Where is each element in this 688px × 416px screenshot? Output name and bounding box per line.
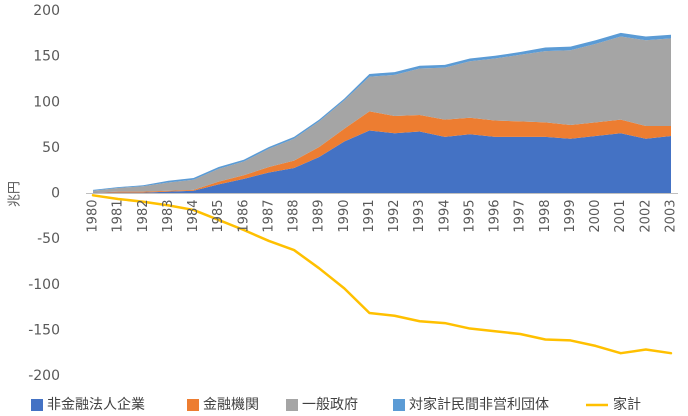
line-series-1 [91,194,673,355]
x-tick-label: 1982 [136,200,151,233]
x-tick-label: 2003 [664,200,679,233]
y-tick-label: 150 [33,49,60,65]
x-tick-label: 1980 [86,200,101,233]
legend-label: 対家計民間非営利団体 [409,396,549,413]
legend-swatch [393,399,405,411]
y-tick-label: -150 [28,322,60,338]
x-tick-label: 1981 [111,200,126,233]
y-tick-label: 200 [33,3,60,19]
x-tick-label: 1988 [287,200,302,233]
legend-swatch [31,399,43,411]
y-tick-label: -50 [37,231,60,247]
x-tick-label: 1989 [312,200,327,233]
x-tick-label: 1992 [387,200,402,233]
x-tick-label: 1984 [186,200,201,233]
area-series-3 [93,36,671,193]
y-tick-label: 100 [33,94,60,110]
x-tick-label: 1996 [488,200,503,233]
legend: 非金融法人企業 金融機関 一般政府 対家計民間非営利団体 家計 [31,396,641,413]
y-tick-label: -100 [28,277,60,293]
x-tick-label: 1990 [337,200,352,233]
legend-label: 家計 [613,396,641,413]
area-series-2 [93,111,671,193]
y-tick-label: 50 [42,140,60,156]
x-tick-label: 2001 [613,200,628,233]
x-tick-label: 2000 [588,200,603,233]
legend-label: 金融機関 [203,397,259,413]
legend-swatch [286,399,298,411]
area-series-group [93,32,671,194]
x-tick-label: 1995 [462,200,477,233]
legend-label: 一般政府 [302,397,358,413]
x-tick-label: 1998 [538,200,553,233]
x-tick-label: 1999 [563,200,578,233]
x-tick-label: 1991 [362,200,377,233]
area-series-1 [93,130,671,194]
x-tick-label: 1994 [437,200,452,233]
legend-swatch [187,399,199,411]
x-tick-label: 1983 [161,200,176,233]
y-tick-label: 0 [51,186,60,202]
y-axis-ticks: 200 150 100 50 0 -50 -100 -150 -200 [28,3,60,384]
x-tick-label: 1987 [261,200,276,233]
y-tick-label: -200 [28,368,60,384]
line-series-group [91,194,673,355]
x-tick-label: 1993 [412,200,427,233]
x-tick-label: 1997 [513,200,528,233]
x-tick-label: 1985 [211,200,226,233]
legend-label: 非金融法人企業 [47,396,145,413]
y-axis-label: 兆円 [8,181,23,207]
x-tick-label: 1986 [236,200,251,233]
x-axis-ticks: 1980 1981 1982 1983 1984 1985 1986 1987 1988 1989… [86,200,679,233]
x-tick-label: 2002 [638,200,653,233]
